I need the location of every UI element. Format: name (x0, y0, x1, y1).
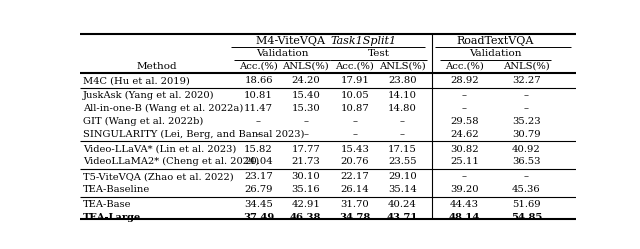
Text: 24.20: 24.20 (291, 76, 320, 85)
Text: M4-ViteVQA: M4-ViteVQA (256, 36, 330, 46)
Text: 32.27: 32.27 (512, 76, 541, 85)
Text: 15.43: 15.43 (340, 145, 369, 154)
Text: 48.14: 48.14 (449, 213, 480, 222)
Text: VideoLLaMA2* (Cheng et al. 2024): VideoLLaMA2* (Cheng et al. 2024) (83, 157, 259, 167)
Text: 30.79: 30.79 (512, 130, 541, 139)
Text: 23.17: 23.17 (244, 172, 273, 181)
Text: RoadTextVQA: RoadTextVQA (457, 36, 534, 46)
Text: 37.49: 37.49 (243, 213, 274, 222)
Text: Video-LLaVA* (Lin et al. 2023): Video-LLaVA* (Lin et al. 2023) (83, 145, 236, 154)
Text: 18.66: 18.66 (244, 76, 273, 85)
Text: 40.92: 40.92 (512, 145, 541, 154)
Text: –: – (256, 130, 261, 139)
Text: TEA-Base: TEA-Base (83, 200, 131, 209)
Text: 15.40: 15.40 (291, 91, 320, 100)
Text: 26.14: 26.14 (340, 185, 369, 194)
Text: Validation: Validation (469, 49, 522, 58)
Text: 14.80: 14.80 (388, 104, 417, 113)
Text: 44.43: 44.43 (450, 200, 479, 209)
Text: 15.82: 15.82 (244, 145, 273, 154)
Text: 45.36: 45.36 (512, 185, 541, 194)
Text: ANLS(%): ANLS(%) (282, 62, 329, 71)
Text: 23.80: 23.80 (388, 76, 417, 85)
Text: –: – (524, 91, 529, 100)
Text: Acc.(%): Acc.(%) (239, 62, 278, 71)
Text: ANLS(%): ANLS(%) (379, 62, 426, 71)
Text: 21.73: 21.73 (291, 157, 320, 166)
Text: –: – (400, 130, 405, 139)
Text: 10.81: 10.81 (244, 91, 273, 100)
Text: –: – (303, 117, 308, 126)
Text: –: – (352, 117, 357, 126)
Text: Test: Test (367, 49, 390, 58)
Text: JuskAsk (Yang et al. 2020): JuskAsk (Yang et al. 2020) (83, 91, 214, 100)
Text: 31.70: 31.70 (340, 200, 369, 209)
Text: –: – (524, 104, 529, 113)
Text: 17.77: 17.77 (291, 145, 320, 154)
Text: ANLS(%): ANLS(%) (503, 62, 550, 71)
Text: 20.04: 20.04 (244, 157, 273, 166)
Text: 39.20: 39.20 (450, 185, 479, 194)
Text: 40.24: 40.24 (388, 200, 417, 209)
Text: –: – (524, 172, 529, 181)
Text: T5-ViteVQA (Zhao et al. 2022): T5-ViteVQA (Zhao et al. 2022) (83, 172, 234, 181)
Text: 29.10: 29.10 (388, 172, 417, 181)
Text: Task1Split1: Task1Split1 (330, 36, 397, 46)
Text: 24.62: 24.62 (450, 130, 479, 139)
Text: 36.53: 36.53 (512, 157, 541, 166)
Text: 17.91: 17.91 (340, 76, 369, 85)
Text: 42.91: 42.91 (291, 200, 320, 209)
Text: 11.47: 11.47 (244, 104, 273, 113)
Text: All-in-one-B (Wang et al. 2022a): All-in-one-B (Wang et al. 2022a) (83, 104, 243, 113)
Text: 15.30: 15.30 (291, 104, 320, 113)
Text: 34.78: 34.78 (339, 213, 371, 222)
Text: 10.87: 10.87 (340, 104, 369, 113)
Text: 35.14: 35.14 (388, 185, 417, 194)
Text: TEA-Baseline: TEA-Baseline (83, 185, 150, 194)
Text: –: – (462, 172, 467, 181)
Text: TEA-Large: TEA-Large (83, 213, 141, 222)
Text: 34.45: 34.45 (244, 200, 273, 209)
Text: 25.11: 25.11 (450, 157, 479, 166)
Text: 43.71: 43.71 (387, 213, 418, 222)
Text: 14.10: 14.10 (388, 91, 417, 100)
Text: 28.92: 28.92 (450, 76, 479, 85)
Text: 30.10: 30.10 (291, 172, 320, 181)
Text: –: – (462, 91, 467, 100)
Text: 35.23: 35.23 (512, 117, 541, 126)
Text: –: – (303, 130, 308, 139)
Text: –: – (352, 130, 357, 139)
Text: 17.15: 17.15 (388, 145, 417, 154)
Text: 51.69: 51.69 (512, 200, 541, 209)
Text: 54.85: 54.85 (511, 213, 542, 222)
Text: –: – (400, 117, 405, 126)
Text: 23.55: 23.55 (388, 157, 417, 166)
Text: 30.82: 30.82 (450, 145, 479, 154)
Text: M4C (Hu et al. 2019): M4C (Hu et al. 2019) (83, 76, 190, 85)
Text: Method: Method (136, 62, 177, 71)
Text: –: – (462, 104, 467, 113)
Text: Validation: Validation (256, 49, 308, 58)
Text: Acc.(%): Acc.(%) (445, 62, 484, 71)
Text: –: – (256, 117, 261, 126)
Text: 35.16: 35.16 (291, 185, 320, 194)
Text: 10.05: 10.05 (340, 91, 369, 100)
Text: 20.76: 20.76 (340, 157, 369, 166)
Text: 26.79: 26.79 (244, 185, 273, 194)
Text: 46.38: 46.38 (290, 213, 321, 222)
Text: GIT (Wang et al. 2022b): GIT (Wang et al. 2022b) (83, 117, 204, 126)
Text: SINGULARITY (Lei, Berg, and Bansal 2023): SINGULARITY (Lei, Berg, and Bansal 2023) (83, 130, 305, 139)
Text: Acc.(%): Acc.(%) (335, 62, 374, 71)
Text: 29.58: 29.58 (450, 117, 479, 126)
Text: 22.17: 22.17 (340, 172, 369, 181)
